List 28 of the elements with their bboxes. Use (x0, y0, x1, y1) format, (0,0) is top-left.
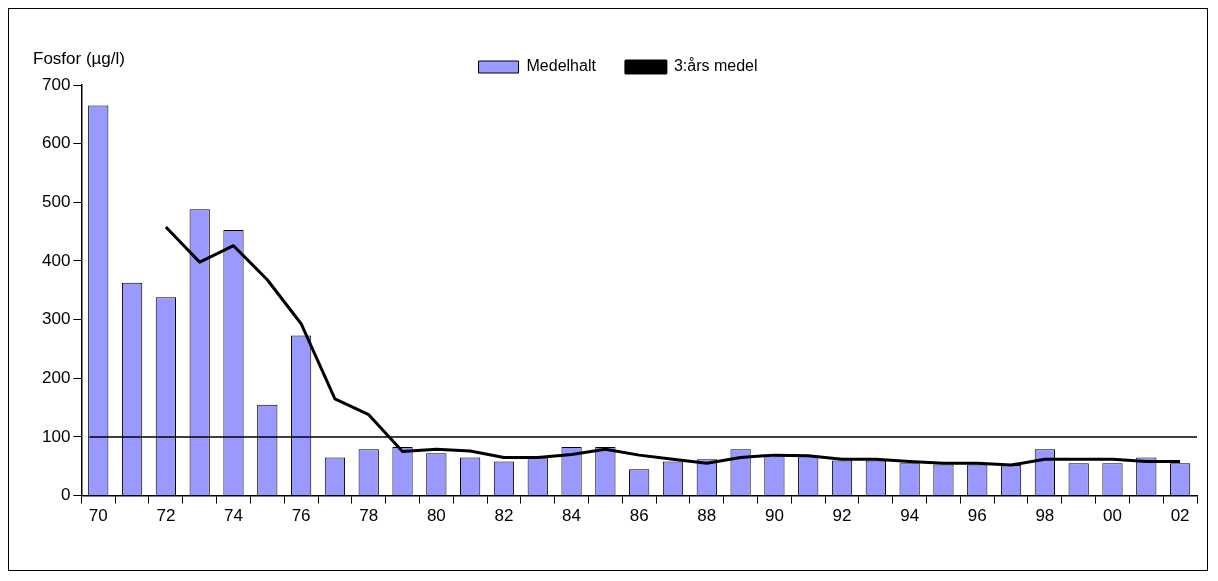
legend-label: Medelhalt (526, 57, 597, 75)
y-tick-label: 400 (41, 250, 71, 270)
x-tick-label: 80 (426, 506, 446, 526)
x-tick-label: 88 (697, 506, 717, 526)
x-tick-label: 84 (562, 506, 582, 526)
x-tick-label: 02 (1170, 506, 1190, 526)
legend-label: 3:års medel (673, 57, 758, 75)
x-tick-label: 96 (967, 506, 987, 526)
y-tick-label: 100 (41, 426, 71, 446)
y-tick-label: 0 (60, 485, 71, 505)
y-tick-label: 600 (41, 133, 71, 153)
y-tick-label: 200 (41, 367, 71, 387)
x-tick-label: 92 (832, 506, 852, 526)
x-tick-label: 74 (224, 506, 243, 526)
x-tick-label: 86 (629, 506, 649, 526)
x-tick-label: 72 (156, 506, 176, 526)
x-tick-label: 78 (359, 506, 379, 526)
y-axis-title: Fosfor (µg/l) (33, 49, 125, 68)
x-tick-label: 70 (88, 506, 108, 526)
y-tick-label: 300 (41, 309, 71, 329)
x-tick-label: 98 (1035, 506, 1055, 526)
x-tick-label: 00 (1103, 506, 1122, 526)
x-tick-label: 90 (764, 506, 784, 526)
x-tick-label: 82 (494, 506, 514, 526)
y-tick-label: 500 (41, 192, 71, 211)
x-tick-label: 94 (900, 506, 920, 526)
y-tick-label: 700 (41, 74, 71, 94)
x-tick-label: 76 (291, 506, 311, 526)
